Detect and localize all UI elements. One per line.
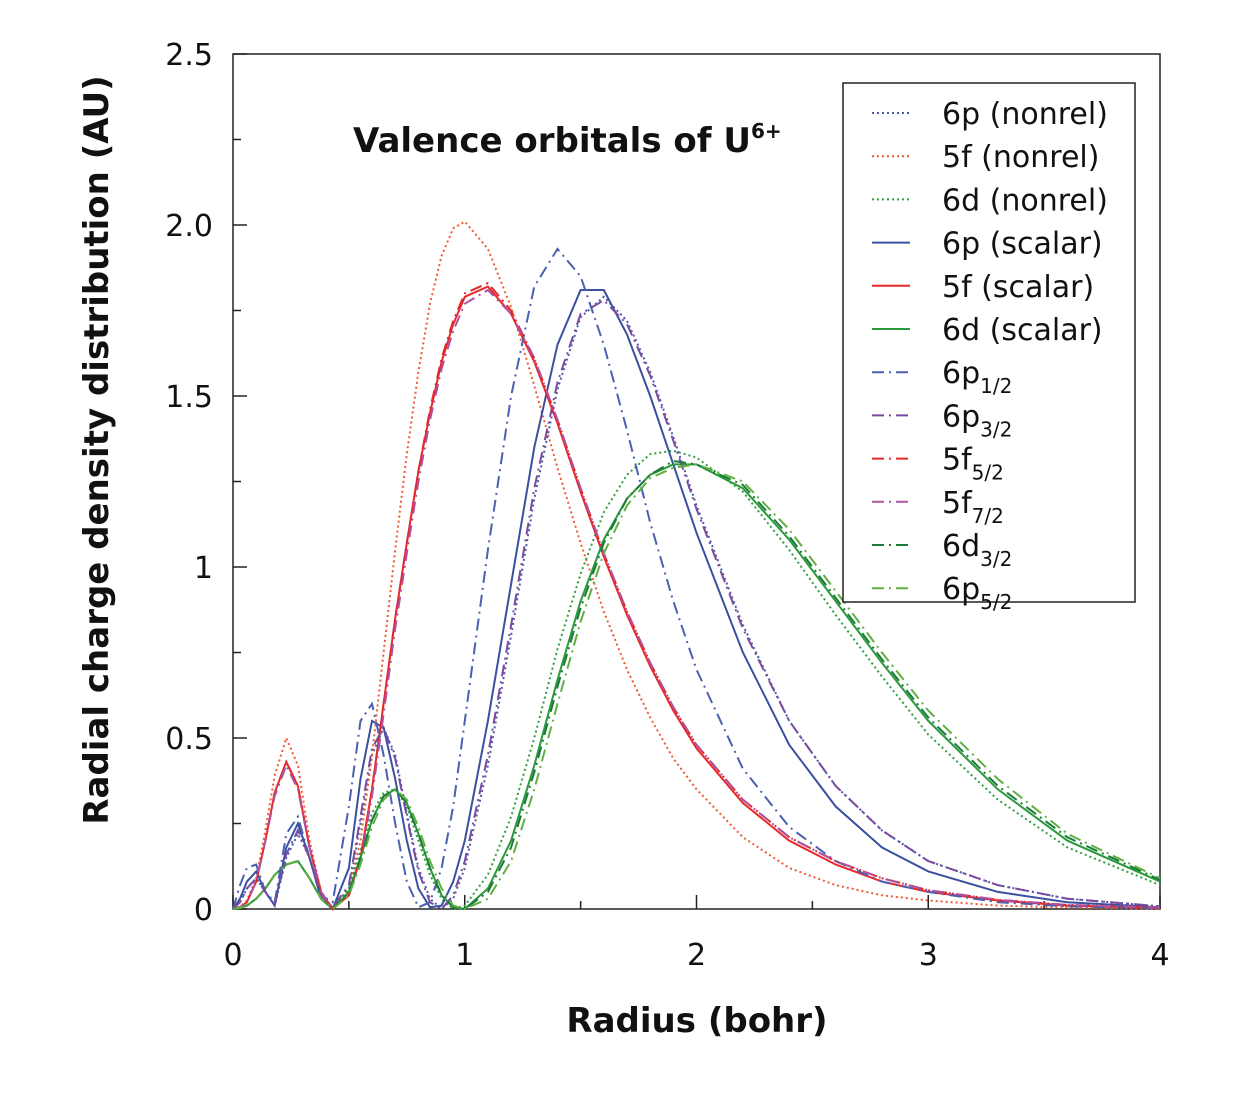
legend-label: 6d (scalar) bbox=[942, 313, 1103, 348]
series-line bbox=[232, 247, 1161, 910]
legend-box bbox=[842, 82, 1136, 603]
legend-name: 6d (nonrel) bbox=[942, 183, 1108, 218]
x-axis-label: Radius (bohr) bbox=[566, 1001, 827, 1041]
legend-name: 6p (nonrel) bbox=[942, 97, 1108, 132]
legend-subscript: 3/2 bbox=[980, 417, 1012, 441]
y-tick-label: 0 bbox=[194, 893, 213, 928]
x-tick-label: 1 bbox=[455, 938, 474, 973]
series-line bbox=[232, 463, 1161, 911]
title-superscript: 6+ bbox=[751, 119, 782, 143]
x-tick-label: 2 bbox=[687, 938, 706, 973]
legend-label: 6d (nonrel) bbox=[942, 183, 1108, 218]
legend-name: 6d bbox=[942, 529, 980, 564]
legend-label: 5f (nonrel) bbox=[942, 140, 1099, 175]
legend-label: 6d3/2 bbox=[942, 529, 1012, 571]
y-tick-label: 1.5 bbox=[165, 380, 213, 415]
legend-subscript: 3/2 bbox=[980, 547, 1012, 571]
y-tick-label: 1 bbox=[194, 551, 213, 586]
y-tick-label: 2.5 bbox=[165, 38, 213, 73]
legend-name: 5f (nonrel) bbox=[942, 140, 1099, 175]
legend-name: 5f bbox=[942, 486, 973, 521]
legend-name: 6p bbox=[942, 356, 980, 391]
series-line bbox=[232, 220, 1161, 911]
x-tick-label: 3 bbox=[919, 938, 938, 973]
legend-subscript: 5/2 bbox=[972, 461, 1004, 485]
legend-subscript: 7/2 bbox=[972, 504, 1004, 528]
y-axis-label: Radial charge density distribution (AU) bbox=[77, 75, 117, 824]
legend-subscript: 5/2 bbox=[980, 590, 1012, 614]
chart-title: Valence orbitals of U6+ bbox=[353, 119, 782, 161]
legend-label: 6p3/2 bbox=[942, 399, 1012, 441]
series-line bbox=[232, 288, 1161, 911]
title-main: Valence orbitals of U bbox=[353, 121, 751, 161]
legend-name: 6p bbox=[942, 572, 980, 607]
legend-subscript: 1/2 bbox=[980, 374, 1012, 398]
series-line bbox=[232, 289, 1161, 911]
legend-name: 5f (scalar) bbox=[942, 270, 1094, 305]
legend-label: 6p (scalar) bbox=[942, 227, 1103, 262]
legend-name: 5f bbox=[942, 443, 973, 478]
y-tick-label: 2.0 bbox=[165, 209, 213, 244]
legend-label: 6p1/2 bbox=[942, 356, 1012, 398]
legend-name: 6d (scalar) bbox=[942, 313, 1103, 348]
x-tick-label: 0 bbox=[223, 938, 242, 973]
legend-label: 5f5/2 bbox=[942, 443, 1004, 485]
legend-label: 5f (scalar) bbox=[942, 270, 1094, 305]
y-tick-label: 0.5 bbox=[165, 722, 213, 757]
series-line bbox=[232, 449, 1161, 911]
legend-name: 6p (scalar) bbox=[942, 227, 1103, 262]
legend-label: 6p5/2 bbox=[942, 572, 1012, 614]
legend-label: 6p (nonrel) bbox=[942, 97, 1108, 132]
legend-name: 6p bbox=[942, 399, 980, 434]
legend-label: 5f7/2 bbox=[942, 486, 1004, 528]
x-tick-label: 4 bbox=[1150, 938, 1169, 973]
